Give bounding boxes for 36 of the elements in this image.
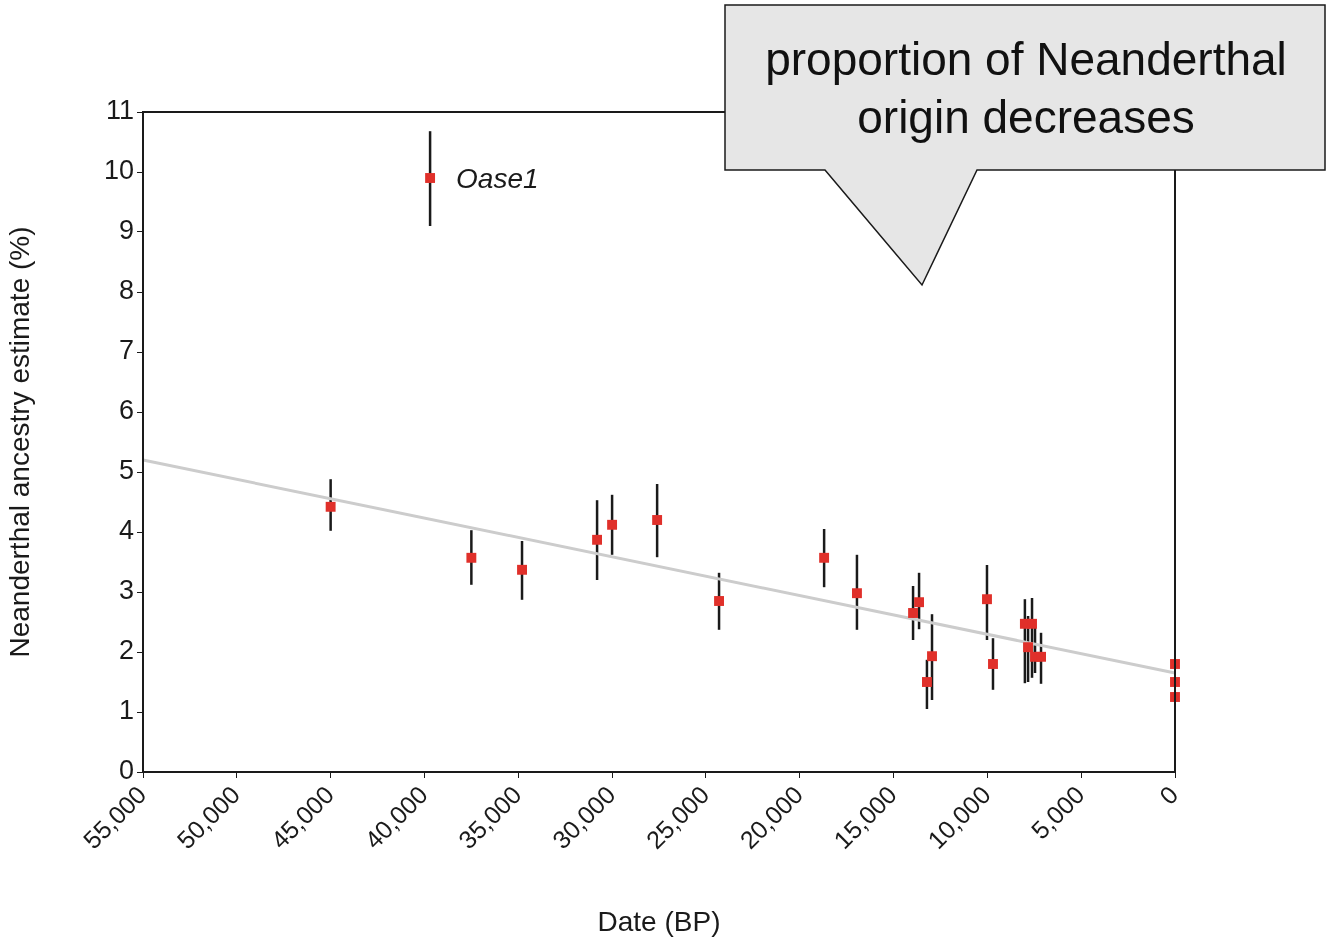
point (819, 552, 830, 563)
point (922, 677, 932, 687)
x-axis-title: Date (BP) (597, 905, 721, 937)
point (852, 588, 862, 599)
y-tick-label: 4 (118, 515, 134, 546)
point (1027, 618, 1037, 629)
point (325, 501, 336, 512)
y-tick-label: 2 (118, 635, 134, 666)
point (982, 594, 992, 605)
x-tick-label: 0 (1153, 780, 1184, 810)
point (466, 552, 477, 563)
point (1036, 651, 1046, 662)
annotation: Oase1 (456, 162, 539, 194)
point (652, 515, 663, 525)
annotation: proportion of Neanderthal origin decreases (764, 32, 1288, 145)
y-tick-label: 6 (118, 395, 134, 426)
y-tick-label: 9 (118, 215, 134, 246)
y-tick-label: 0 (118, 755, 134, 786)
point (927, 651, 937, 662)
point (607, 519, 618, 530)
y-tick-label: 3 (118, 575, 134, 606)
y-tick-label: 8 (118, 275, 134, 306)
point (988, 659, 998, 669)
point (1023, 642, 1034, 653)
y-axis-title: Neanderthal ancestry estimate (%) (3, 226, 35, 658)
y-tick-label: 1 (118, 695, 134, 726)
point (425, 173, 436, 183)
y-tick-label: 5 (118, 455, 134, 486)
y-tick-label: 11 (105, 95, 134, 126)
point (592, 534, 603, 545)
point (714, 596, 724, 606)
point (517, 564, 527, 575)
point (914, 597, 925, 608)
y-tick-label: 10 (103, 155, 134, 186)
point (908, 608, 919, 618)
y-tick-label: 7 (118, 335, 134, 366)
